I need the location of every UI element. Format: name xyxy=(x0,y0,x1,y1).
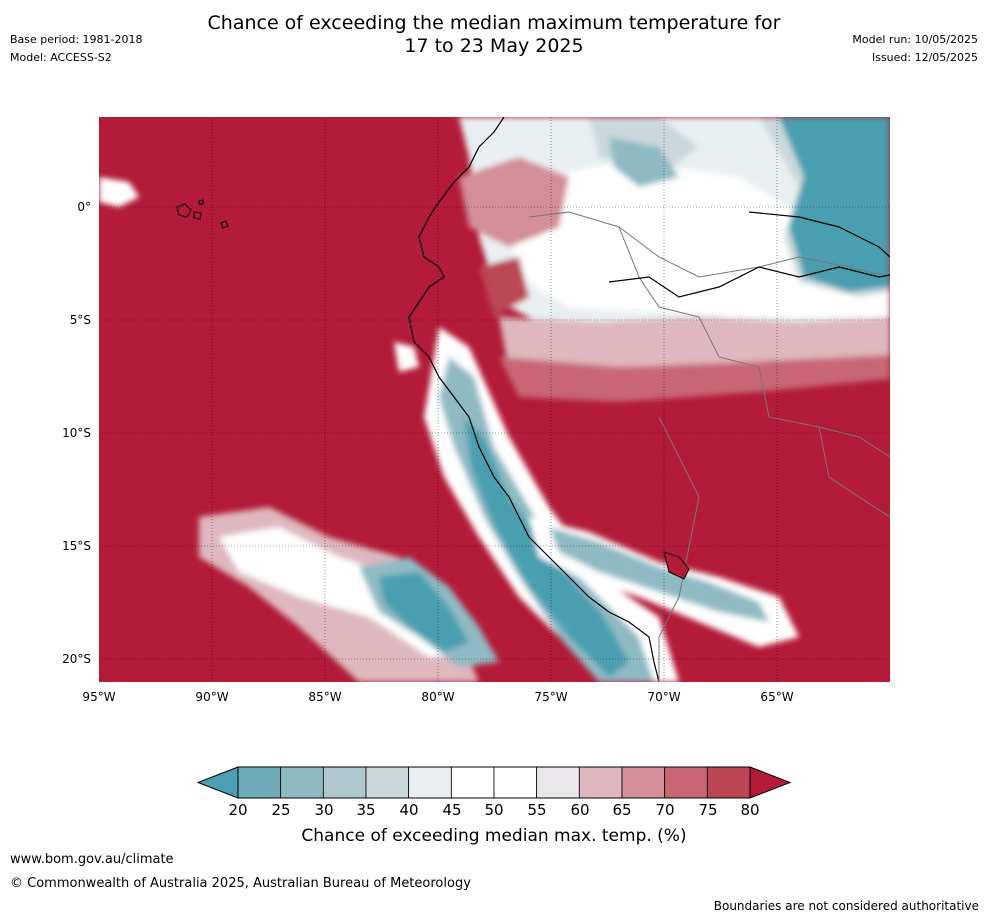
amazon-north-branch xyxy=(748,211,890,258)
far-west-white xyxy=(99,177,139,207)
cb-tick-3: 35 xyxy=(356,801,376,819)
north-rose-patch xyxy=(459,157,569,247)
website-link[interactable]: www.bom.gov.au/climate xyxy=(10,852,174,867)
border-north xyxy=(528,211,890,278)
north-red-patch xyxy=(479,257,529,317)
coastline xyxy=(408,117,660,682)
cb-tick-8: 60 xyxy=(570,801,590,819)
offshore-white-dot xyxy=(394,342,419,372)
base-period: Base period: 1981-2018 xyxy=(10,33,143,46)
cb-tick-2: 30 xyxy=(314,801,334,819)
lon-label-6: 65°W xyxy=(760,690,794,704)
lat-label-2: 10°S xyxy=(62,426,91,440)
lat-label-3: 15°S xyxy=(62,539,91,553)
colorbar-cell xyxy=(408,766,452,799)
colorbar-cell xyxy=(365,766,410,799)
colorbar-cell xyxy=(664,766,708,799)
colorbar-cell xyxy=(493,766,538,799)
lon-label-0: 95°W xyxy=(82,690,116,704)
colorbar-cell xyxy=(578,766,623,799)
forecast-map xyxy=(99,117,890,682)
coastal-white xyxy=(424,327,679,682)
map-title: Chance of exceeding the median maximum t… xyxy=(207,12,781,57)
colorbar-label: Chance of exceeding median max. temp. (%… xyxy=(301,826,687,846)
copyright: © Commonwealth of Australia 2025, Austra… xyxy=(10,876,471,891)
cb-tick-0: 20 xyxy=(228,801,248,819)
issued-date: Issued: 12/05/2025 xyxy=(871,51,978,64)
north-cyan-spot xyxy=(609,137,679,187)
se-cyan-band xyxy=(549,527,769,622)
offshore-cyan xyxy=(379,572,469,652)
galapagos-islands xyxy=(176,199,229,229)
colorbar xyxy=(196,766,792,799)
colorbar-cell xyxy=(237,766,282,799)
cb-tick-5: 45 xyxy=(442,801,462,819)
lon-label-5: 70°W xyxy=(647,690,681,704)
cb-tick-1: 25 xyxy=(271,801,291,819)
colorbar-extend-high xyxy=(749,766,792,799)
lake-titicaca xyxy=(663,551,690,580)
cb-tick-4: 40 xyxy=(399,801,419,819)
cb-tick-6: 50 xyxy=(484,801,504,819)
cb-tick-7: 55 xyxy=(527,801,547,819)
north-interior-white xyxy=(499,162,890,317)
graticule xyxy=(99,117,890,682)
model-name: Model: ACCESS-S2 xyxy=(10,51,112,64)
lon-label-4: 75°W xyxy=(534,690,568,704)
meta-left: Base period: 1981-2018 Model: ACCESS-S2 xyxy=(10,31,142,67)
model-run: Model run: 10/05/2025 xyxy=(852,33,978,46)
lon-label-3: 80°W xyxy=(421,690,455,704)
lat-label-0: 0° xyxy=(77,200,91,214)
border-south xyxy=(658,416,700,682)
colorbar-cell xyxy=(706,766,751,799)
border-central xyxy=(618,226,890,458)
ne-cyan xyxy=(779,117,890,292)
colorbar-cell xyxy=(450,766,495,799)
colorbar-cell xyxy=(536,766,580,799)
lon-label-2: 85°W xyxy=(308,690,342,704)
cb-tick-11: 75 xyxy=(698,801,718,819)
cb-tick-10: 70 xyxy=(655,801,675,819)
colorbar-cell xyxy=(280,766,324,799)
colorbar-cell xyxy=(621,766,666,799)
lat-label-1: 5°S xyxy=(69,313,91,327)
coastal-cyan-light xyxy=(439,357,654,682)
meta-right: Model run: 10/05/2025 Issued: 12/05/2025 xyxy=(852,31,978,67)
map-canvas xyxy=(99,117,890,682)
border-east xyxy=(818,426,890,518)
disclaimer: Boundaries are not considered authoritat… xyxy=(713,899,979,913)
lat-label-4: 20°S xyxy=(62,652,91,666)
colorbar-extend-low xyxy=(196,766,239,799)
cb-tick-9: 65 xyxy=(612,801,632,819)
amazon-river xyxy=(608,266,890,298)
rose-band xyxy=(499,355,890,402)
colorbar-cells xyxy=(196,766,792,799)
cb-tick-12: 80 xyxy=(740,801,760,819)
lon-label-1: 90°W xyxy=(195,690,229,704)
colorbar-cell xyxy=(322,766,367,799)
colorbar-outline xyxy=(237,766,751,799)
